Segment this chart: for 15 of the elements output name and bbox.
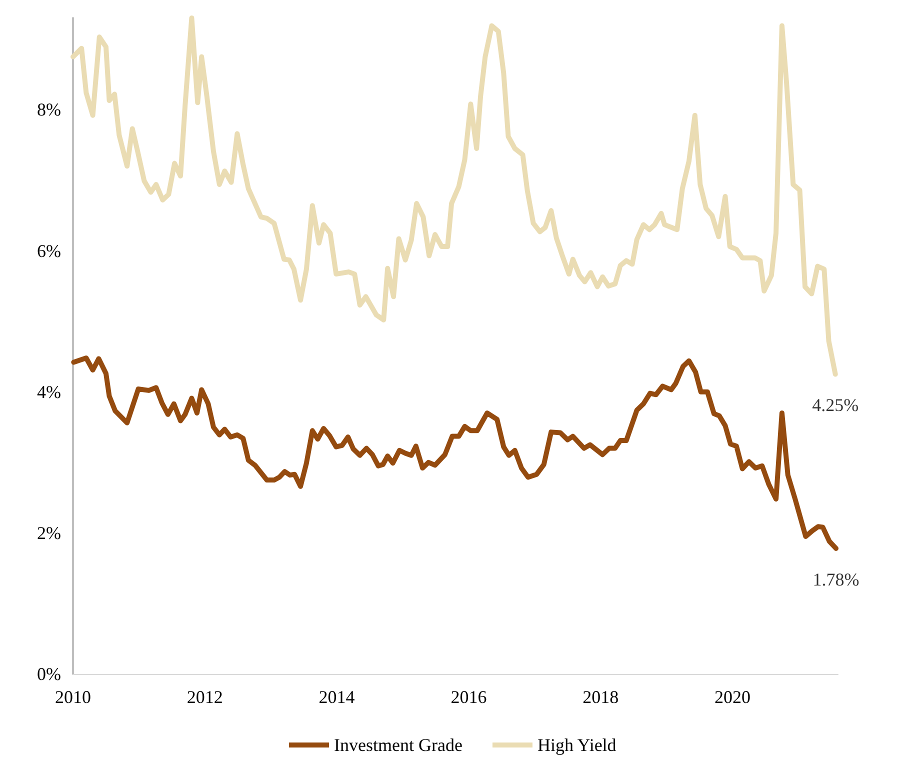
annotation: 4.25% [812, 395, 859, 416]
y-tick-label: 4% [37, 382, 61, 402]
x-tick-label: 2014 [318, 687, 355, 707]
x-tick-label: 2020 [714, 687, 750, 707]
y-tick-label: 2% [37, 522, 61, 543]
x-tick-label: 2016 [450, 687, 487, 707]
y-tick-label: 0% [37, 664, 61, 684]
y-tick-label: 8% [37, 100, 61, 120]
x-tick-label: 2010 [55, 687, 91, 707]
x-tick-label: 2012 [186, 687, 223, 707]
annotation: 1.78% [812, 569, 860, 590]
x-tick-label: 2018 [582, 687, 619, 707]
y-tick-label: 6% [37, 240, 61, 261]
legend-label: Investment Grade [334, 735, 462, 755]
legend-label: High Yield [537, 735, 616, 755]
